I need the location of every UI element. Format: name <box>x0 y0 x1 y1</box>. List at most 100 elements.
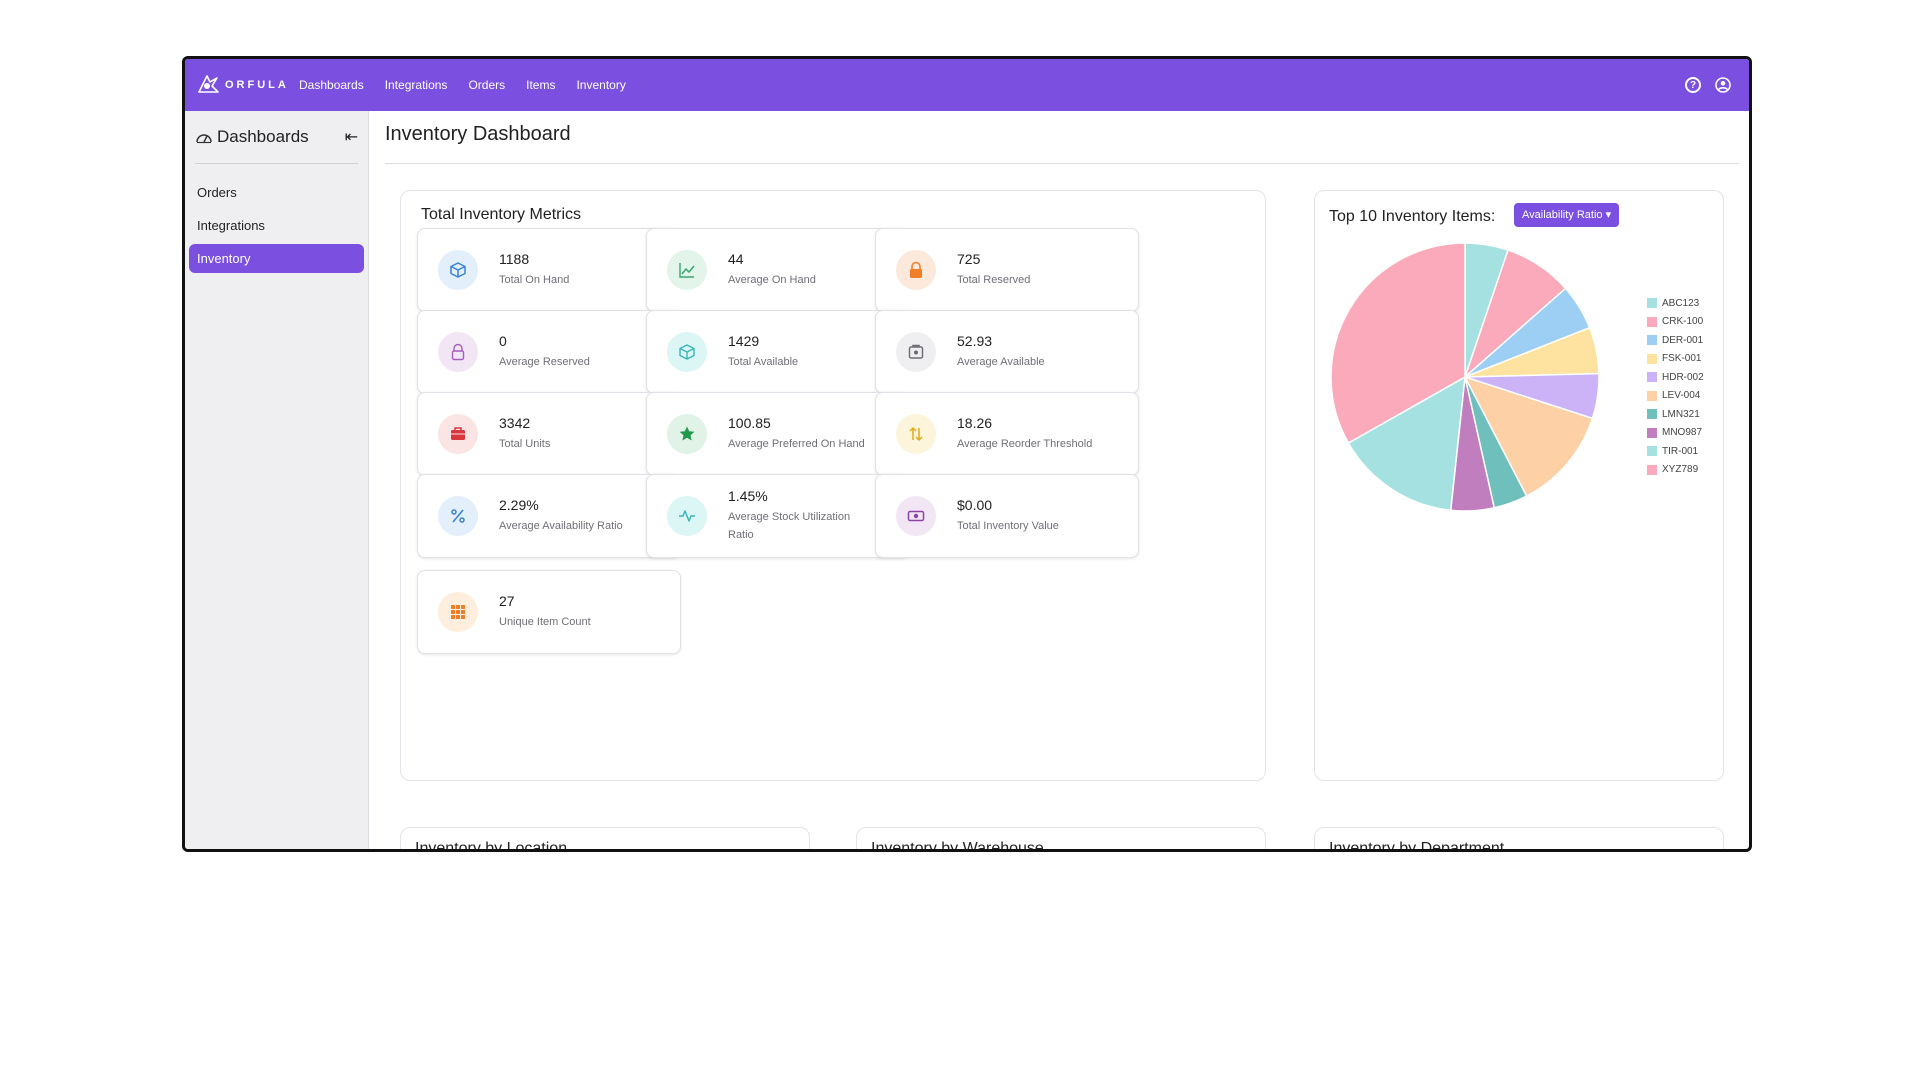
legend-label: LEV-004 <box>1662 390 1701 402</box>
legend-item[interactable]: HDR-002 <box>1647 368 1704 387</box>
nav-link-items[interactable]: Items <box>526 78 556 92</box>
nav-link-integrations[interactable]: Integrations <box>384 78 448 92</box>
warehouse-panel-title: Inventory by Warehouse <box>871 840 1044 852</box>
metric-value: 100.85 <box>728 415 771 431</box>
metric-text: 1.45% Average Stock Utilization Ratio <box>728 488 878 544</box>
sidebar-item-inventory[interactable]: Inventory <box>189 244 364 273</box>
legend-label: ABC123 <box>1662 297 1700 309</box>
metric-label: Average Available <box>957 356 1045 368</box>
metric-text: 725 Total Reserved <box>957 251 1030 289</box>
legend-label: MNO987 <box>1662 427 1703 439</box>
legend-label: XYZ789 <box>1662 464 1699 476</box>
warehouse-panel: Inventory by Warehouse <box>856 827 1266 852</box>
metric-label: Average Preferred On Hand <box>728 438 865 450</box>
metric-card: 1188 Total On Hand <box>417 228 681 312</box>
metric-card: 1.45% Average Stock Utilization Ratio <box>646 474 910 558</box>
department-panel-title: Inventory by Department <box>1329 840 1505 852</box>
metric-text: 2.29% Average Availability Ratio <box>499 497 623 535</box>
metric-text: 18.26 Average Reorder Threshold <box>957 415 1092 453</box>
metric-card: $0.00 Total Inventory Value <box>875 474 1139 558</box>
star-icon <box>667 414 707 454</box>
metric-text: 1429 Total Available <box>728 333 798 371</box>
metric-text: 100.85 Average Preferred On Hand <box>728 415 865 453</box>
metric-value: 52.93 <box>957 333 993 349</box>
metric-text: 44 Average On Hand <box>728 251 816 289</box>
top-navbar: ORFULA Dashboards Integrations Orders It… <box>185 59 1749 111</box>
user-icon[interactable] <box>1715 77 1731 93</box>
nav-link-orders[interactable]: Orders <box>468 78 506 92</box>
legend-swatch <box>1647 427 1657 438</box>
metric-value: 18.26 <box>957 415 993 431</box>
metric-value: $0.00 <box>957 497 993 513</box>
nav-link-dashboards[interactable]: Dashboards <box>299 78 364 92</box>
metric-label: Total Inventory Value <box>957 520 1059 532</box>
title-divider <box>385 163 1739 164</box>
metric-text: 3342 Total Units <box>499 415 550 453</box>
legend-swatch <box>1647 464 1657 475</box>
metric-text: 0 Average Reserved <box>499 333 590 371</box>
legend-item[interactable]: FSK-001 <box>1647 350 1704 369</box>
legend-item[interactable]: DER-001 <box>1647 331 1704 350</box>
metric-card: 3342 Total Units <box>417 392 681 476</box>
legend-item[interactable]: TIR-001 <box>1647 442 1704 461</box>
metric-value: 1.45% <box>728 488 768 504</box>
metric-label: Total Available <box>728 356 799 368</box>
page-title: Inventory Dashboard <box>385 123 571 145</box>
legend-label: HDR-002 <box>1662 371 1704 383</box>
cube-icon <box>667 332 707 372</box>
pie-slice-lev-004[interactable] <box>1463 375 1594 498</box>
legend-item[interactable]: LMN321 <box>1647 405 1704 424</box>
top10-panel: Top 10 Inventory Items: Availability Rat… <box>1314 190 1724 781</box>
legend-label: CRK-100 <box>1662 316 1704 328</box>
metric-value: 0 <box>499 333 507 349</box>
legend-swatch <box>1647 390 1657 401</box>
speedometer-icon <box>196 134 212 144</box>
sidebar-item-orders[interactable]: Orders <box>197 185 237 200</box>
pie-slice-tir-001[interactable] <box>1347 375 1466 512</box>
help-icon[interactable]: ? <box>1685 77 1701 93</box>
metric-label: Total Reserved <box>957 274 1031 286</box>
legend-swatch <box>1647 353 1657 364</box>
metric-card: 725 Total Reserved <box>875 228 1139 312</box>
metric-card: 0 Average Reserved <box>417 310 681 394</box>
main-content: Inventory Dashboard Total Inventory Metr… <box>369 111 1749 849</box>
location-panel-title: Inventory by Location <box>415 840 568 852</box>
metrics-panel: Total Inventory Metrics 1188 Total On Ha… <box>400 190 1266 781</box>
legend-item[interactable]: ABC123 <box>1647 294 1704 313</box>
legend-swatch <box>1647 446 1657 457</box>
legend-label: LMN321 <box>1662 408 1700 420</box>
collapse-sidebar-icon[interactable]: ⇤ <box>344 129 358 146</box>
top10-pie-chart <box>1330 242 1600 512</box>
metric-text: 52.93 Average Available <box>957 333 1045 371</box>
legend-label: DER-001 <box>1662 334 1704 346</box>
metric-card: 100.85 Average Preferred On Hand <box>646 392 910 476</box>
legend-item[interactable]: XYZ789 <box>1647 461 1704 480</box>
pie-slice-xyz789[interactable] <box>1330 242 1466 445</box>
legend-label: TIR-001 <box>1662 445 1699 457</box>
legend-item[interactable]: CRK-100 <box>1647 313 1704 332</box>
metric-label: Unique Item Count <box>499 616 591 628</box>
sidebar-title: Dashboards <box>217 127 309 146</box>
legend-swatch <box>1647 335 1657 346</box>
legend-swatch <box>1647 372 1657 383</box>
grid-icon <box>438 592 478 632</box>
legend-item[interactable]: LEV-004 <box>1647 387 1704 406</box>
legend-item[interactable]: MNO987 <box>1647 424 1704 443</box>
legend-label: FSK-001 <box>1662 353 1702 365</box>
metric-value: 44 <box>728 251 744 267</box>
app-window: ORFULA Dashboards Integrations Orders It… <box>182 56 1752 852</box>
metric-card: 44 Average On Hand <box>646 228 910 312</box>
availability-ratio-dropdown[interactable]: Availability Ratio ▾ <box>1514 203 1620 227</box>
pie-legend: ABC123 CRK-100 DER-001 FSK-001 HDR-002 LEV-00… <box>1647 294 1704 479</box>
sidebar-item-integrations[interactable]: Integrations <box>197 218 265 233</box>
dropdown-selected-label: Availability Ratio <box>1522 209 1603 221</box>
caret-down-icon: ▾ <box>1605 209 1612 221</box>
metric-card: 52.93 Average Available <box>875 310 1139 394</box>
swap-icon <box>896 414 936 454</box>
safe-icon <box>896 332 936 372</box>
brand-logo[interactable]: ORFULA <box>195 72 299 98</box>
metric-value: 725 <box>957 251 981 267</box>
metric-label: Average Reorder Threshold <box>957 438 1093 450</box>
nav-link-inventory[interactable]: Inventory <box>576 78 626 92</box>
metric-label: Total On Hand <box>499 274 570 286</box>
